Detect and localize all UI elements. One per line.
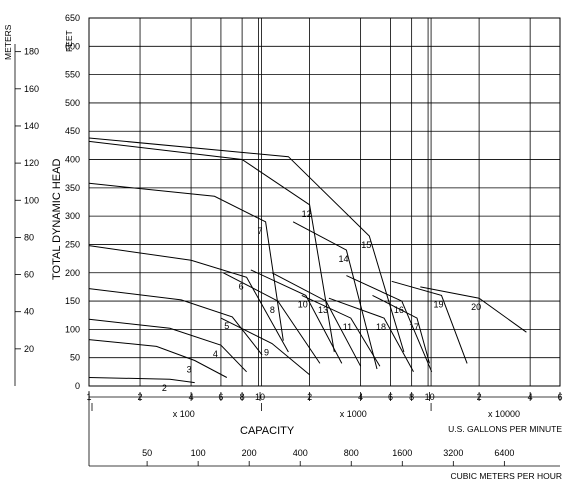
- y-tick-label: 650: [65, 13, 80, 23]
- cmh-tick-label: 800: [344, 448, 359, 458]
- cmh-tick-label: 100: [191, 448, 206, 458]
- meters-tick-label: 100: [24, 195, 39, 205]
- pump-curve-7: [88, 182, 284, 341]
- pump-curve-15: [88, 137, 405, 353]
- pump-curve-label: 17: [409, 322, 419, 332]
- pump-curve-label: 15: [361, 240, 371, 250]
- pump-curve-label: 4: [213, 349, 218, 359]
- gpm-tick-label: 2: [138, 392, 143, 402]
- pump-curve-label: 12: [302, 209, 312, 219]
- pump-curve-12: [88, 140, 335, 353]
- meters-tick-label: 60: [24, 270, 34, 280]
- meters-tick-label: 120: [24, 158, 39, 168]
- pump-curve-18: [328, 297, 414, 373]
- y-tick-label: 200: [65, 268, 80, 278]
- pump-curve-4: [88, 318, 247, 373]
- pump-curve-6: [88, 245, 289, 353]
- y-tick-label: 150: [65, 296, 80, 306]
- gpm-tick-label: 6: [218, 392, 223, 402]
- plot-border: [88, 17, 561, 387]
- meters-tick-label: 180: [24, 47, 39, 57]
- y-tick-label: 0: [75, 381, 80, 391]
- gpm-tick-label: 10: [425, 392, 435, 402]
- y-tick-label: 450: [65, 126, 80, 136]
- pump-curve-11: [301, 294, 381, 367]
- gpm-tick-label: 4: [358, 392, 363, 402]
- pump-curve-19: [391, 280, 468, 364]
- cmh-tick-label: 400: [293, 448, 308, 458]
- gpm-tick-label: 8: [240, 392, 245, 402]
- gpm-tick-label: 6: [557, 392, 562, 402]
- y-axis-title: TOTAL DYNAMIC HEAD: [51, 159, 63, 280]
- pump-curve-8: [223, 272, 321, 364]
- gpm-decade-multiplier: x 10000: [488, 409, 520, 419]
- pump-curve-17: [372, 294, 430, 364]
- meters-tick-label: 140: [24, 121, 39, 131]
- meters-tick-label: 40: [24, 307, 34, 317]
- cmh-tick-label: 1600: [392, 448, 412, 458]
- gpm-tick-label: 2: [477, 392, 482, 402]
- pump-curve-label: 3: [187, 365, 192, 375]
- gpm-tick-label: 6: [388, 392, 393, 402]
- gpm-tick-label: 4: [189, 392, 194, 402]
- gpm-tick-label: 4: [528, 392, 533, 402]
- gpm-unit-label: U.S. GALLONS PER MINUTE: [448, 424, 562, 434]
- pump-curve-labels: 2 3 4 5 6 7 8 9 10 11 12 13 14 15 16 17 18 19 20: [162, 209, 481, 393]
- pump-curve-label: 19: [433, 299, 443, 309]
- pump-curve-label: 7: [258, 226, 263, 236]
- cmh-unit-label: CUBIC METERS PER HOUR: [451, 471, 562, 481]
- y-tick-label: 300: [65, 211, 80, 221]
- gpm-tick-label: 2: [307, 392, 312, 402]
- pump-curve-label: 16: [394, 305, 404, 315]
- pump-curve-label: 14: [338, 254, 348, 264]
- y-tick-label: 550: [65, 70, 80, 80]
- y-tick-label: 350: [65, 183, 80, 193]
- pump-curve-14: [292, 221, 378, 370]
- cmh-tick-label: 3200: [443, 448, 463, 458]
- cmh-tick-label: 200: [242, 448, 257, 458]
- feet-axis-label: FEET: [64, 30, 74, 52]
- y-tick-label: 600: [65, 41, 80, 51]
- pump-curve-label: 20: [471, 302, 481, 312]
- axes: 0501001502002503003504004505005506006502…: [3, 13, 563, 481]
- gpm-decade-multiplier: x 100: [173, 409, 195, 419]
- pump-curve-13: [271, 272, 362, 367]
- pump-curve-label: 13: [318, 305, 328, 315]
- meters-axis-label: METERS: [3, 24, 13, 60]
- x-axis-title: CAPACITY: [240, 425, 295, 437]
- meters-tick-label: 80: [24, 232, 34, 242]
- pump-curve-label: 18: [376, 322, 386, 332]
- pump-curve-label: 6: [239, 281, 244, 291]
- pump-curve-label: 8: [270, 305, 275, 315]
- gpm-decade-multiplier: x 1000: [340, 409, 367, 419]
- y-tick-label: 50: [70, 353, 80, 363]
- pump-curve-9: [220, 317, 310, 376]
- gpm-tick-label: 10: [255, 392, 265, 402]
- cmh-tick-label: 50: [142, 448, 152, 458]
- pump-curve-10: [250, 269, 343, 364]
- y-tick-label: 400: [65, 155, 80, 165]
- gpm-tick-label: 8: [409, 392, 414, 402]
- pump-curve-3: [88, 339, 228, 378]
- pump-curve-2: [88, 377, 195, 384]
- pump-curve-label: 9: [264, 348, 269, 358]
- pump-curve-label: 11: [343, 322, 352, 332]
- gpm-tick-label: 1: [86, 392, 91, 402]
- pump-curve-20: [420, 286, 527, 333]
- pump-curve-label: 5: [224, 321, 229, 331]
- plot-frame: [88, 17, 561, 387]
- y-tick-label: 100: [65, 324, 80, 334]
- pump-curves: [88, 137, 527, 384]
- meters-tick-label: 20: [24, 344, 34, 354]
- y-tick-label: 500: [65, 98, 80, 108]
- pump-curve-label: 10: [298, 299, 308, 309]
- pump-curve-16: [346, 275, 433, 372]
- pump-curve-label: 2: [162, 383, 167, 393]
- meters-tick-label: 160: [24, 84, 39, 94]
- pump-curve-5: [88, 288, 263, 356]
- cmh-tick-label: 6400: [494, 448, 514, 458]
- y-tick-label: 250: [65, 239, 80, 249]
